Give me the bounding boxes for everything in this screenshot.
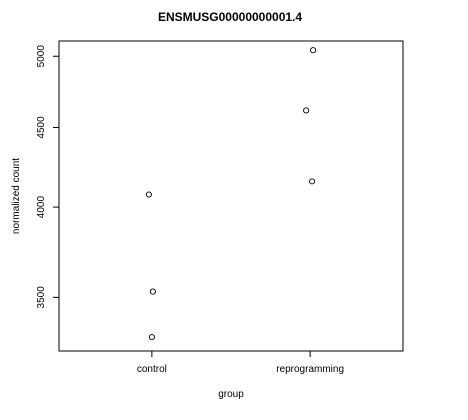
y-tick-label: 3500 (36, 286, 47, 309)
x-tick-label: control (137, 364, 167, 375)
data-point (303, 107, 310, 114)
chart-title: ENSMUSG00000000001.4 (158, 10, 302, 24)
plot-frame (58, 40, 404, 352)
data-point (310, 47, 317, 54)
data-points (145, 47, 317, 341)
data-point (145, 191, 152, 198)
y-tick-label: 4000 (36, 196, 47, 219)
data-point (148, 334, 155, 341)
y-tick-label: 4500 (36, 116, 47, 139)
x-tick-label: reprogramming (276, 364, 344, 375)
data-point (149, 288, 156, 295)
y-tick-label: 5000 (36, 45, 47, 68)
x-axis-label: group (218, 389, 244, 400)
data-point (309, 178, 316, 185)
y-axis-label: normalized count (11, 158, 22, 234)
y-axis: 3500 4000 4500 5000 (36, 45, 59, 309)
x-axis: control reprogramming (137, 351, 344, 375)
